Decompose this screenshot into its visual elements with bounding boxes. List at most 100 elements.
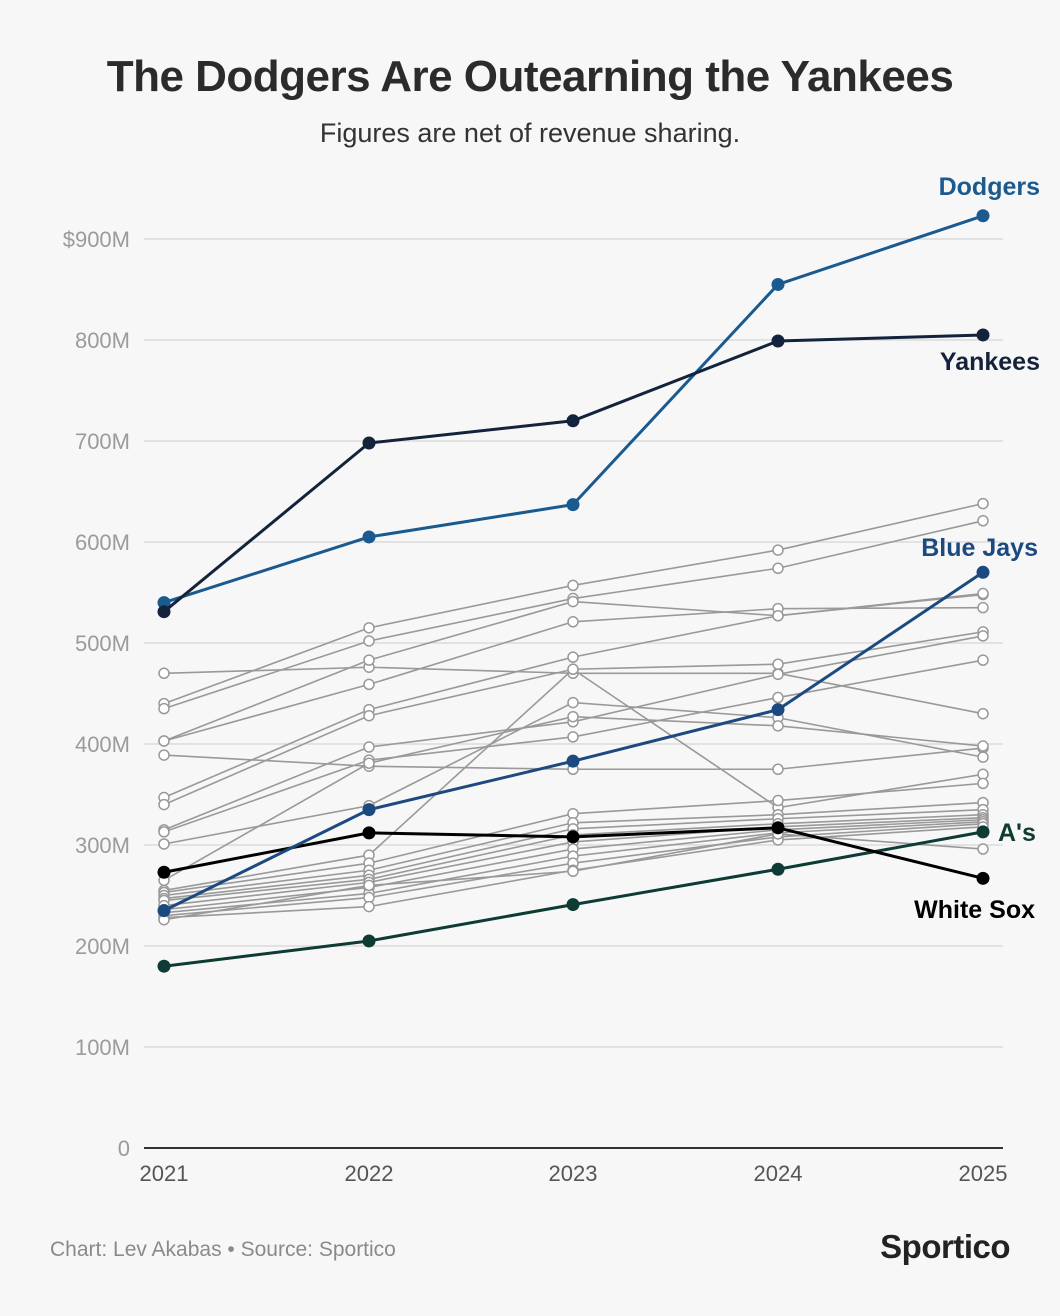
other-team-point	[158, 826, 170, 838]
other-team-point	[567, 651, 579, 663]
other-team-point	[158, 702, 170, 715]
blue-jays-point	[976, 565, 990, 579]
y-tick-label: 800M	[75, 328, 130, 353]
other-team-point	[567, 579, 579, 592]
y-tick-label: 100M	[75, 1035, 130, 1060]
yankees-label: Yankees	[940, 348, 1040, 376]
other-team-point	[363, 741, 375, 753]
blue-jays-point	[157, 904, 171, 918]
y-tick-label: 400M	[75, 732, 130, 757]
athletics-series	[157, 825, 990, 973]
yankees-point	[157, 605, 171, 619]
x-tick-label: 2024	[754, 1161, 803, 1186]
blue-jays-point	[362, 803, 376, 817]
dodgers-point	[157, 596, 171, 610]
x-tick-label: 2021	[140, 1161, 189, 1186]
yankees-point	[976, 328, 990, 342]
other-team-point	[772, 794, 784, 807]
x-tick-label: 2025	[959, 1161, 1008, 1186]
other-team-point	[567, 663, 579, 676]
other-team-point	[158, 798, 170, 811]
yankees-point	[771, 334, 785, 348]
other-team-point	[977, 587, 989, 600]
chart-subtitle: Figures are net of revenue sharing.	[319, 118, 741, 148]
athletics-point	[566, 898, 580, 912]
other-team-line	[163, 520, 984, 710]
y-axis-tick-labels: 0 100M 200M 300M 400M 500M 600M 700M 800M $900M	[63, 227, 130, 1161]
white-sox-label: White Sox	[914, 896, 1035, 924]
white-sox-point	[566, 830, 580, 844]
other-team-point	[977, 654, 989, 666]
yankees-line	[163, 333, 984, 613]
white-sox-point	[976, 871, 990, 885]
other-team-point	[363, 709, 375, 722]
white-sox-point	[157, 865, 171, 879]
y-tick-label: $900M	[63, 227, 130, 252]
white-sox-series	[157, 821, 990, 885]
other-team-point	[977, 630, 989, 642]
other-team-point	[772, 609, 784, 622]
other-team-point	[772, 562, 784, 575]
dodgers-series	[157, 209, 990, 610]
other-team-point	[567, 865, 579, 878]
other-team-point	[977, 497, 989, 510]
other-team-point	[158, 749, 170, 761]
other-team-point	[977, 777, 989, 790]
yankees-series	[157, 328, 990, 619]
other-team-point	[363, 900, 375, 913]
other-team-series	[158, 515, 989, 715]
athletics-label: A's	[998, 819, 1036, 847]
blue-jays-point	[771, 703, 785, 717]
other-team-point	[363, 635, 375, 647]
white-sox-point	[362, 826, 376, 840]
x-tick-label: 2023	[549, 1161, 598, 1186]
other-team-point	[363, 654, 375, 666]
other-team-point	[772, 720, 784, 732]
other-teams-series	[158, 497, 989, 926]
yankees-point	[362, 436, 376, 450]
gridlines	[144, 238, 1003, 1048]
other-team-point	[977, 751, 989, 763]
other-team-point	[772, 658, 784, 670]
other-team-point	[363, 622, 375, 634]
chart-title: The Dodgers Are Outearning the Yankees	[106, 52, 954, 101]
y-tick-label: 300M	[75, 833, 130, 858]
other-team-point	[772, 763, 784, 775]
series-labels: Dodgers Yankees Blue Jays White Sox A's	[914, 173, 1040, 924]
blue-jays-point	[566, 754, 580, 768]
y-tick-label: 0	[118, 1136, 130, 1161]
other-team-point	[977, 843, 989, 855]
other-team-point	[977, 601, 989, 614]
other-team-point	[567, 710, 579, 723]
other-team-point	[977, 515, 989, 527]
other-team-point	[977, 707, 989, 720]
other-team-series	[158, 497, 989, 710]
dodgers-point	[566, 498, 580, 512]
yankees-point	[566, 414, 580, 428]
dodgers-point	[362, 530, 376, 544]
brand-logo: Sportico	[880, 1228, 1010, 1265]
athletics-point	[157, 959, 171, 973]
y-tick-label: 500M	[75, 631, 130, 656]
other-team-point	[772, 691, 784, 704]
other-team-series	[158, 710, 989, 887]
other-team-point	[158, 735, 170, 747]
other-team-point	[363, 879, 375, 892]
dodgers-point	[976, 209, 990, 223]
chart-credit: Chart: Lev Akabas • Source: Sportico	[50, 1238, 396, 1261]
x-axis-tick-labels: 2021 2022 2023 2024 2025	[140, 1161, 1008, 1186]
dodgers-point	[771, 277, 785, 291]
other-team-point	[977, 740, 989, 752]
other-team-point	[567, 595, 579, 608]
white-sox-point	[771, 821, 785, 835]
other-team-point	[772, 544, 784, 556]
athletics-point	[362, 934, 376, 948]
other-team-point	[567, 616, 579, 628]
y-tick-label: 700M	[75, 429, 130, 454]
blue-jays-label: Blue Jays	[921, 534, 1038, 562]
other-team-point	[567, 731, 579, 743]
other-team-point	[567, 696, 579, 709]
other-team-point	[158, 667, 170, 680]
dodgers-line	[163, 214, 984, 605]
